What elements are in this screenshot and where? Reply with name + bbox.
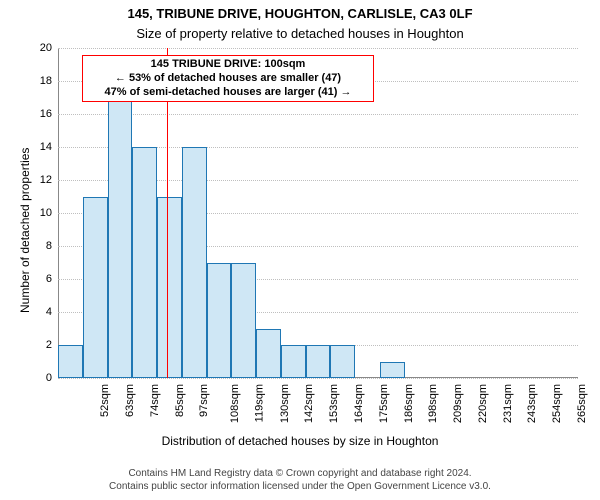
histogram-bar bbox=[306, 345, 331, 378]
histogram-bar bbox=[108, 98, 133, 379]
y-tick-label: 2 bbox=[46, 339, 58, 351]
marker-callout: 145 TRIBUNE DRIVE: 100sqm ← 53% of detac… bbox=[82, 55, 374, 102]
x-tick-label: 119sqm bbox=[253, 384, 265, 422]
x-tick-label: 265sqm bbox=[576, 384, 588, 423]
y-tick-label: 16 bbox=[40, 108, 58, 120]
callout-line1: 145 TRIBUNE DRIVE: 100sqm bbox=[89, 58, 367, 72]
callout-line2: ← 53% of detached houses are smaller (47… bbox=[89, 72, 367, 86]
x-tick-label: 142sqm bbox=[304, 384, 316, 423]
histogram-bar bbox=[132, 147, 157, 378]
y-tick-label: 14 bbox=[40, 141, 58, 153]
y-gridline bbox=[58, 48, 578, 49]
y-axis-label: Number of detached properties bbox=[18, 148, 32, 313]
histogram-bar bbox=[157, 197, 182, 379]
x-tick-label: 164sqm bbox=[353, 384, 365, 423]
chart-title-line1: 145, TRIBUNE DRIVE, HOUGHTON, CARLISLE, … bbox=[0, 6, 600, 21]
y-tick-label: 6 bbox=[46, 273, 58, 285]
copyright-text: Contains HM Land Registry data © Crown c… bbox=[0, 468, 600, 493]
x-tick-label: 63sqm bbox=[124, 384, 136, 417]
histogram-bar bbox=[380, 362, 405, 379]
x-tick-label: 243sqm bbox=[526, 384, 538, 423]
x-tick-label: 52sqm bbox=[99, 384, 111, 417]
chart-title-line2: Size of property relative to detached ho… bbox=[0, 26, 600, 41]
x-tick-label: 85sqm bbox=[174, 384, 186, 417]
y-tick-label: 20 bbox=[40, 42, 58, 54]
histogram-bar bbox=[182, 147, 207, 378]
x-tick-label: 130sqm bbox=[279, 384, 291, 423]
histogram-bar bbox=[83, 197, 108, 379]
x-tick-label: 175sqm bbox=[378, 384, 390, 423]
histogram-bar bbox=[207, 263, 232, 379]
y-tick-label: 0 bbox=[46, 372, 58, 384]
y-tick-label: 18 bbox=[40, 75, 58, 87]
y-gridline bbox=[58, 378, 578, 379]
callout-line3: 47% of semi-detached houses are larger (… bbox=[89, 86, 367, 100]
x-tick-label: 231sqm bbox=[502, 384, 514, 423]
y-tick-label: 4 bbox=[46, 306, 58, 318]
copyright-line1: Contains HM Land Registry data © Crown c… bbox=[0, 468, 600, 481]
x-tick-label: 97sqm bbox=[198, 384, 210, 417]
histogram-bar bbox=[231, 263, 256, 379]
x-tick-label: 254sqm bbox=[551, 384, 563, 423]
histogram-bar bbox=[281, 345, 306, 378]
x-tick-label: 153sqm bbox=[328, 384, 340, 423]
x-tick-label: 198sqm bbox=[427, 384, 439, 423]
x-tick-label: 220sqm bbox=[477, 384, 489, 423]
histogram-chart: 145, TRIBUNE DRIVE, HOUGHTON, CARLISLE, … bbox=[0, 0, 600, 500]
y-tick-label: 12 bbox=[40, 174, 58, 186]
x-tick-label: 74sqm bbox=[149, 384, 161, 417]
histogram-bar bbox=[330, 345, 355, 378]
histogram-bar bbox=[58, 345, 83, 378]
x-tick-label: 108sqm bbox=[229, 384, 241, 423]
histogram-bar bbox=[256, 329, 281, 379]
x-tick-label: 209sqm bbox=[452, 384, 464, 423]
x-tick-label: 186sqm bbox=[403, 384, 415, 423]
y-gridline bbox=[58, 114, 578, 115]
x-axis-label: Distribution of detached houses by size … bbox=[0, 434, 600, 448]
y-tick-label: 10 bbox=[40, 207, 58, 219]
y-tick-label: 8 bbox=[46, 240, 58, 252]
copyright-line2: Contains public sector information licen… bbox=[0, 481, 600, 494]
